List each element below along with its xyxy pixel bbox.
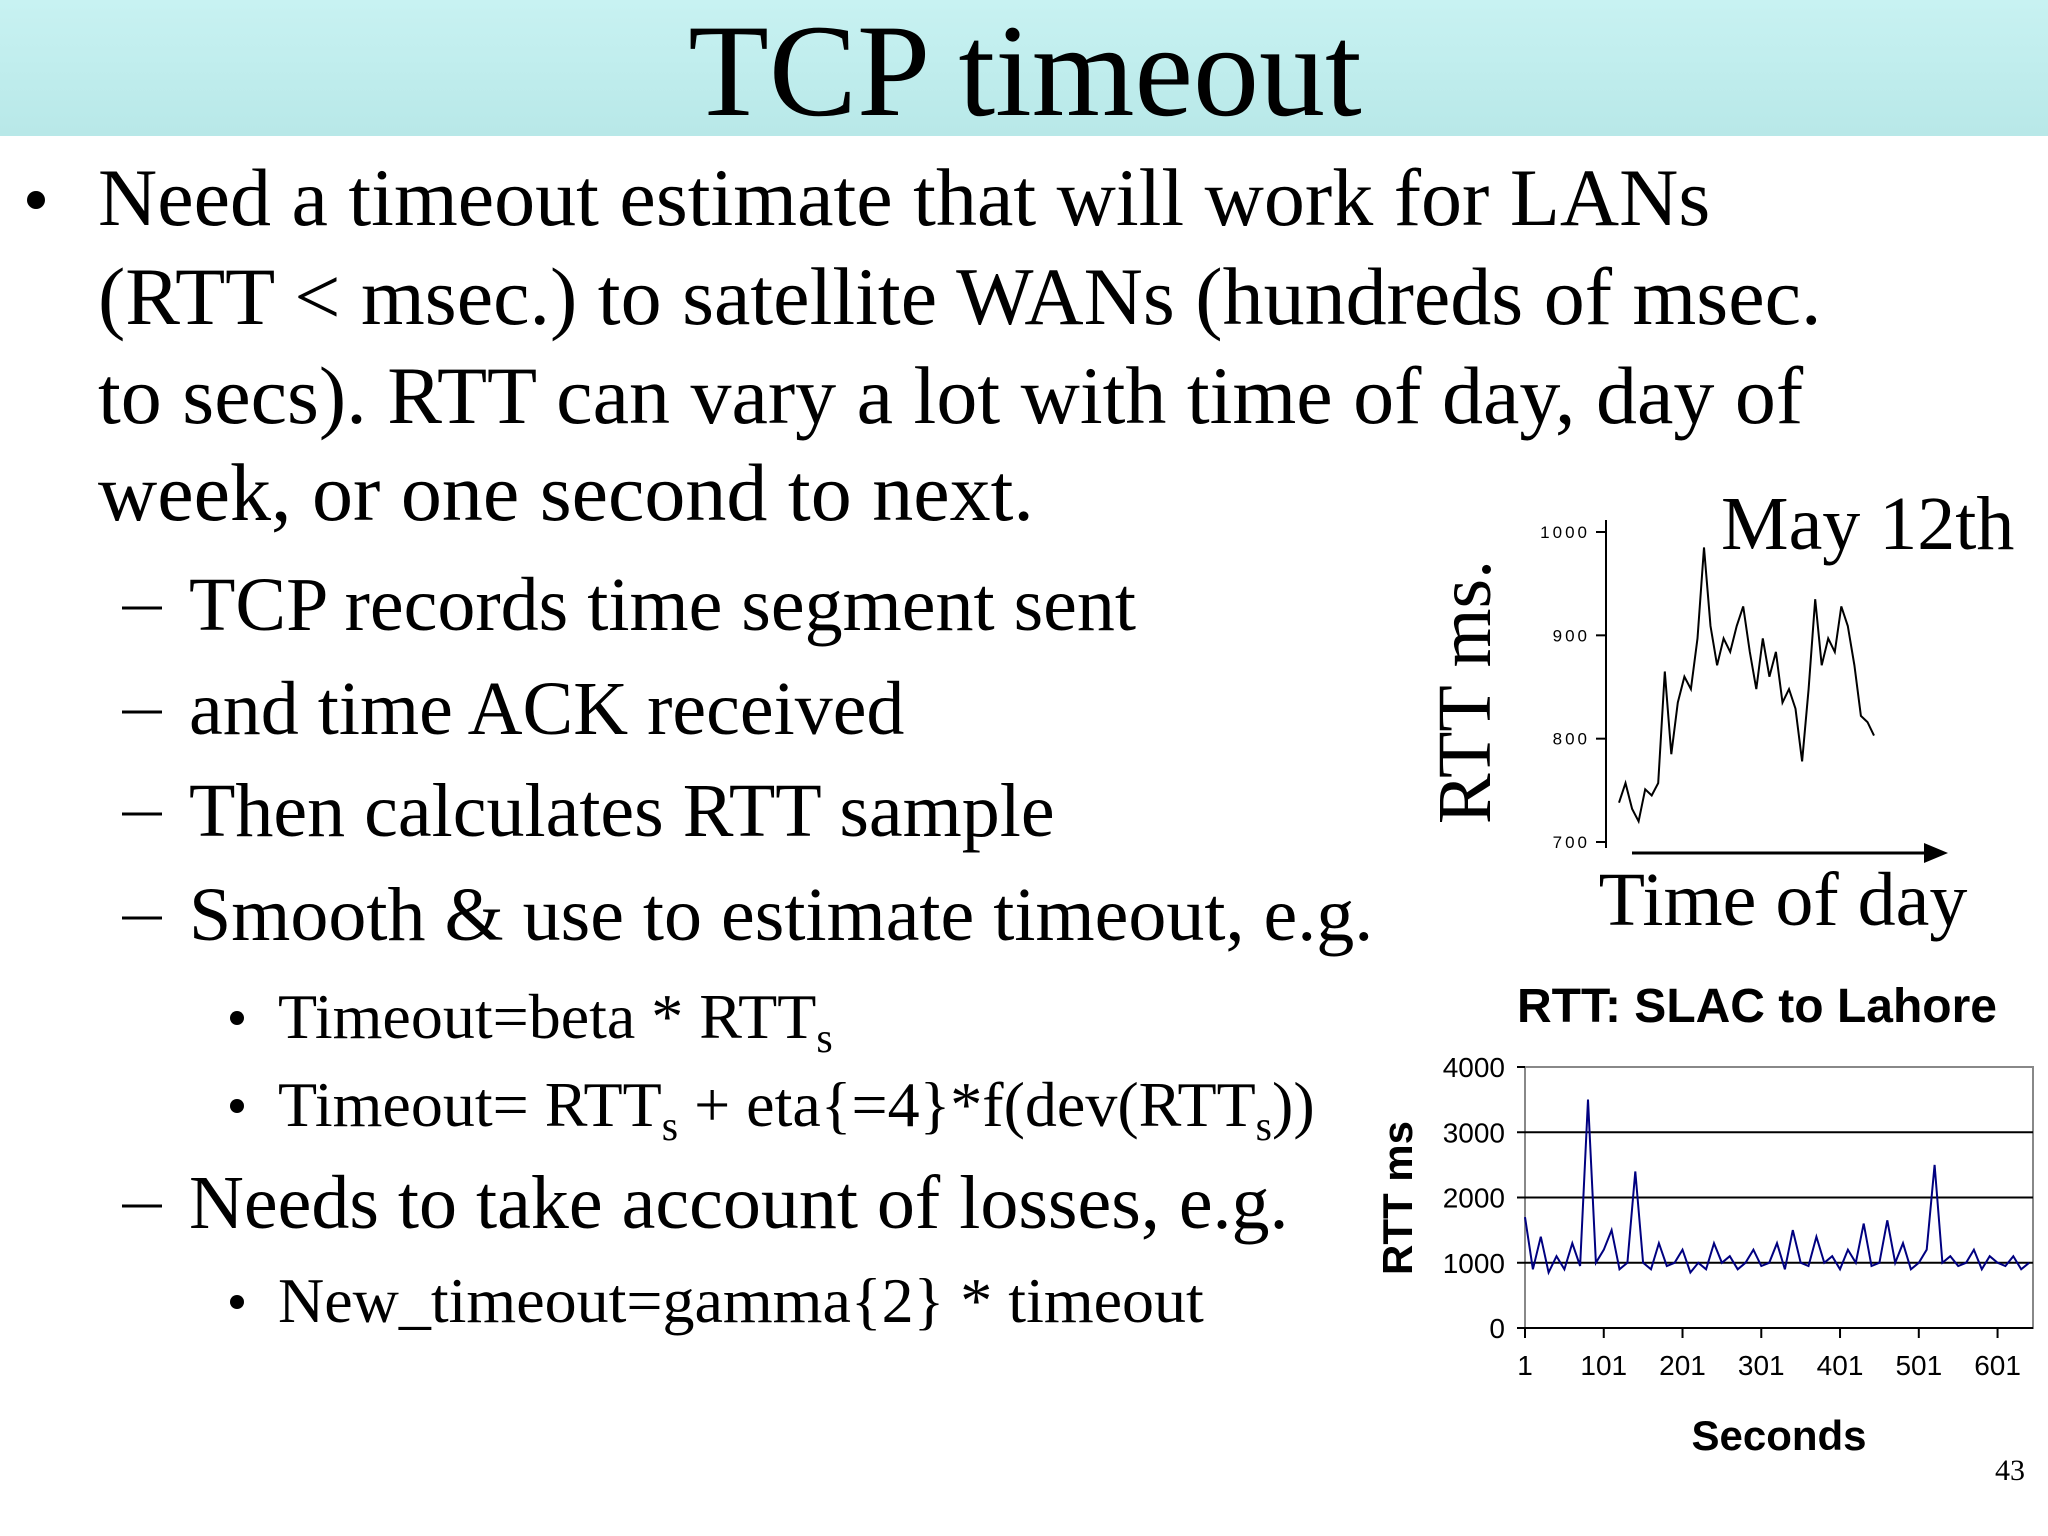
formula-part: New_timeout=gamma{2} * timeout: [278, 1265, 1204, 1336]
sub-bullet: TCP records time segment sent: [189, 563, 1136, 647]
small-dot: [230, 1099, 244, 1113]
header-band: [0, 0, 2048, 136]
bullet-line: to secs). RTT can vary a lot with time o…: [98, 350, 1804, 441]
y-tick-label: 900: [1553, 626, 1590, 645]
subscript: s: [1256, 1104, 1272, 1150]
x-tick-label: 201: [1659, 1350, 1706, 1381]
data-line: [1524, 1099, 2030, 1276]
sub-bullet: Smooth & use to estimate timeout, e.g.: [189, 873, 1373, 957]
formula-part: )): [1272, 1069, 1315, 1140]
formula: Timeout= RTTs + eta{=4}*f(dev(RTTs)): [278, 1069, 1315, 1150]
annotation: May 12th: [1721, 482, 2014, 566]
arrow-head: [1924, 843, 1948, 863]
subscript: s: [662, 1104, 678, 1150]
data-line: [1618, 547, 1875, 825]
y-tick-label: 0: [1489, 1313, 1505, 1344]
x-tick-label: 101: [1580, 1350, 1627, 1381]
x-tick-label: 301: [1738, 1350, 1785, 1381]
y-tick-label: 3000: [1443, 1117, 1505, 1148]
x-axis-label: Time of day: [1599, 858, 1968, 942]
x-tick-label: 1: [1517, 1350, 1533, 1381]
slide-title: TCP timeout: [688, 0, 1361, 144]
small-dot: [230, 1295, 244, 1309]
x-tick-label: 401: [1817, 1350, 1864, 1381]
y-tick-label: 4000: [1443, 1052, 1505, 1083]
bullet-line: Need a timeout estimate that will work f…: [98, 152, 1710, 243]
subscript: s: [816, 1016, 832, 1062]
bullet-dot: [27, 191, 45, 209]
x-axis-label: Seconds: [1691, 1412, 1866, 1459]
formula-part: + eta{=4}*f(dev(RTT: [678, 1069, 1256, 1140]
formula: New_timeout=gamma{2} * timeout: [278, 1265, 1204, 1336]
small-dot: [230, 1011, 244, 1025]
chart-title: RTT: SLAC to Lahore: [1517, 980, 1997, 1033]
x-tick-label: 601: [1974, 1350, 2021, 1381]
sub-bullet: and time ACK received: [189, 667, 904, 751]
page-number: 43: [1995, 1454, 2025, 1487]
x-tick-label: 501: [1895, 1350, 1942, 1381]
y-tick-label: 1000: [1540, 523, 1590, 542]
formula: Timeout=beta * RTTs: [278, 981, 833, 1062]
sub-bullet: Then calculates RTT sample: [189, 769, 1055, 853]
formula-part: Timeout= RTT: [278, 1069, 662, 1140]
y-axis-label: RTT ms: [1374, 1121, 1421, 1275]
y-tick-label: 700: [1553, 833, 1590, 852]
formula-part: Timeout=beta * RTT: [278, 981, 816, 1052]
bullet-line: week, or one second to next.: [98, 447, 1034, 538]
y-axis-label: RTT ms.: [1423, 560, 1507, 824]
y-tick-label: 800: [1553, 730, 1590, 749]
bullet-line: (RTT < msec.) to satellite WANs (hundred…: [98, 251, 1821, 342]
y-tick-label: 1000: [1443, 1248, 1505, 1279]
y-tick-label: 2000: [1443, 1183, 1505, 1214]
sub-bullet: Needs to take account of losses, e.g.: [189, 1161, 1289, 1245]
